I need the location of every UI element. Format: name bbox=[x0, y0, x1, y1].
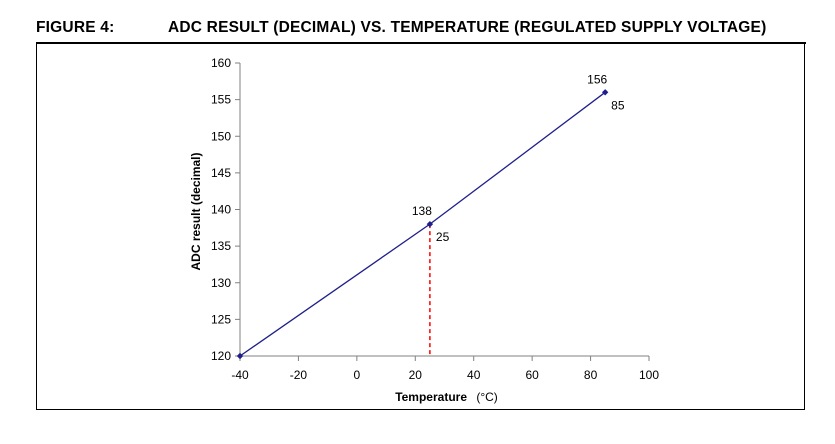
y-tick-label: 140 bbox=[211, 203, 231, 217]
x-tick-label: 100 bbox=[639, 368, 659, 382]
figure-header: FIGURE 4: ADC RESULT (DECIMAL) VS. TEMPE… bbox=[36, 19, 805, 41]
point-x-label: 85 bbox=[611, 98, 625, 112]
y-tick-label: 130 bbox=[211, 276, 231, 290]
series-line bbox=[239, 91, 606, 357]
y-tick-label: 120 bbox=[211, 349, 231, 363]
x-tick-label: 60 bbox=[525, 368, 539, 382]
x-axis-title: Temperature (°C) bbox=[395, 390, 498, 404]
x-tick-label: -20 bbox=[290, 368, 308, 382]
x-tick-label: 40 bbox=[467, 368, 481, 382]
x-tick-label: 80 bbox=[584, 368, 598, 382]
y-tick-label: 135 bbox=[211, 239, 231, 253]
point-x-label: 25 bbox=[436, 230, 450, 244]
data-point bbox=[236, 352, 244, 360]
data-points bbox=[236, 89, 609, 360]
data-point bbox=[426, 220, 434, 228]
x-axis-unit: (°C) bbox=[476, 390, 497, 404]
y-tick-label: 125 bbox=[211, 312, 231, 326]
header-rule bbox=[36, 42, 806, 44]
x-tick-label: 0 bbox=[354, 368, 361, 382]
y-tick-label: 160 bbox=[211, 56, 231, 70]
point-value-label: 138 bbox=[412, 204, 432, 218]
axes bbox=[239, 63, 649, 357]
figure-title: ADC RESULT (DECIMAL) VS. TEMPERATURE (RE… bbox=[168, 19, 767, 36]
data-point bbox=[601, 89, 609, 96]
x-tick-label: -40 bbox=[231, 368, 249, 382]
point-labels: 138 25 156 85 bbox=[412, 72, 625, 244]
figure-number: FIGURE 4: bbox=[36, 19, 115, 36]
y-ticks: 120 125 130 135 140 145 150 155 160 bbox=[211, 56, 240, 363]
y-tick-label: 155 bbox=[211, 93, 231, 107]
x-ticks: -40 -20 0 20 40 60 80 100 bbox=[231, 356, 659, 382]
y-axis-title: ADC result (decimal) bbox=[189, 152, 203, 270]
point-value-label: 156 bbox=[587, 72, 607, 86]
y-tick-label: 145 bbox=[211, 166, 231, 180]
y-tick-label: 150 bbox=[211, 129, 231, 143]
figure-frame bbox=[36, 44, 805, 410]
x-tick-label: 20 bbox=[409, 368, 423, 382]
x-axis-title-text: Temperature bbox=[395, 390, 467, 404]
